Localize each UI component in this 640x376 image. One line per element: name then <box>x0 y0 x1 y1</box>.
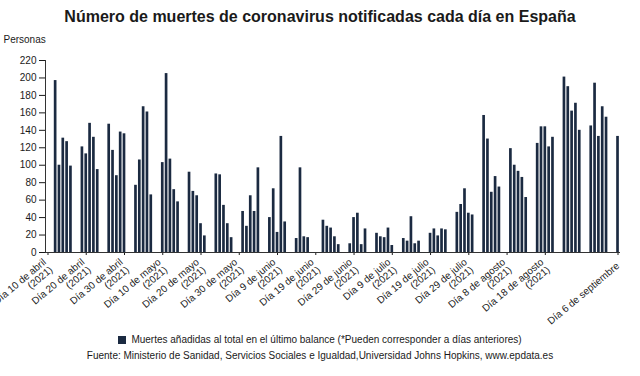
svg-text:20: 20 <box>25 229 37 240</box>
svg-text:Personas: Personas <box>4 34 46 45</box>
svg-text:160: 160 <box>20 107 37 118</box>
svg-text:100: 100 <box>20 159 37 170</box>
svg-text:220: 220 <box>20 55 37 66</box>
svg-text:120: 120 <box>20 142 37 153</box>
svg-text:200: 200 <box>20 72 37 83</box>
svg-text:40: 40 <box>25 212 37 223</box>
svg-text:Día 6 de septiembre: Día 6 de septiembre <box>545 260 621 327</box>
svg-text:80: 80 <box>25 177 37 188</box>
svg-text:180: 180 <box>20 90 37 101</box>
svg-text:60: 60 <box>25 194 37 205</box>
svg-text:140: 140 <box>20 125 37 136</box>
svg-text:0: 0 <box>31 247 37 258</box>
svg-text:Día 18 de agosto(2021): Día 18 de agosto(2021) <box>480 256 552 321</box>
